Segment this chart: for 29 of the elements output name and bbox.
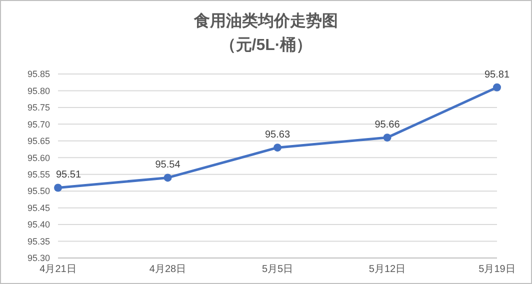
point — [274, 144, 282, 152]
y-tick-label: 95.60 — [27, 152, 50, 163]
y-tick-label: 95.50 — [27, 186, 50, 196]
x-tick-label: 4月21日 — [40, 264, 76, 275]
point — [493, 83, 501, 92]
x-tick-label: 5月5日 — [262, 264, 294, 275]
data-label: 95.54 — [155, 160, 181, 171]
y-tick-label: 95.45 — [27, 202, 50, 213]
chart-title: 食用油类均价走势图 — [193, 12, 338, 30]
y-tick-label: 95.65 — [27, 136, 50, 146]
y-tick-label: 95.80 — [27, 86, 50, 96]
point — [383, 134, 392, 142]
data-label: 95.51 — [56, 170, 82, 181]
y-tick-label: 95.55 — [27, 170, 50, 180]
y-tick-label: 95.40 — [27, 220, 50, 230]
point — [164, 174, 172, 182]
data-label: 95.81 — [484, 69, 510, 80]
y-tick-label: 95.85 — [27, 69, 50, 80]
x-tick-label: 4月28日 — [149, 264, 186, 275]
point — [54, 184, 62, 192]
y-tick-label: 95.35 — [27, 236, 50, 246]
x-tick-label: 5月19日 — [478, 264, 516, 275]
y-tick-label: 95.30 — [27, 253, 50, 264]
y-tick-label: 95.75 — [27, 102, 50, 113]
data-label: 95.63 — [264, 130, 290, 141]
y-tick-label: 95.70 — [27, 119, 50, 130]
x-tick-label: 5月12日 — [368, 264, 406, 275]
data-label: 95.66 — [374, 120, 400, 131]
chart-subtitle: （元/5L·桶） — [220, 36, 312, 54]
